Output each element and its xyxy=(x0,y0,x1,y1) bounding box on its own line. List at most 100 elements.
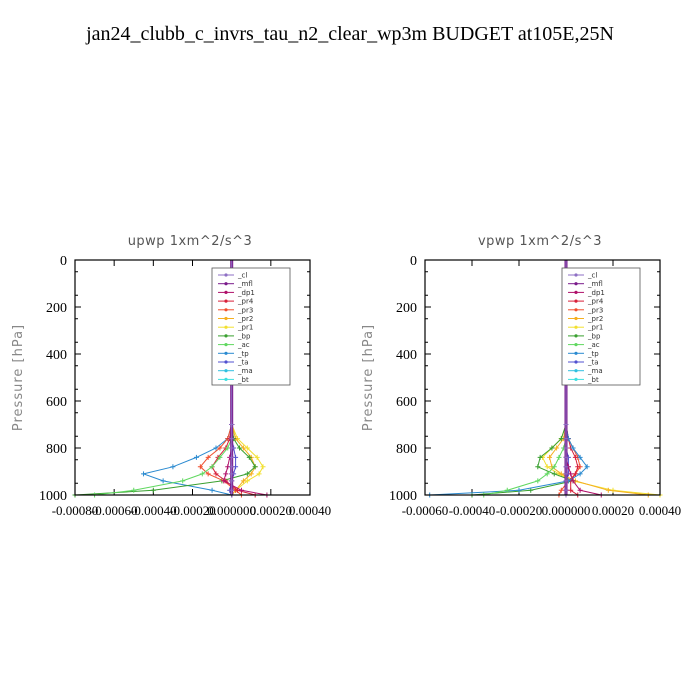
data-point xyxy=(229,464,235,470)
legend-item: _bp xyxy=(218,332,251,340)
legend-label: _mfl xyxy=(237,280,253,288)
data-point xyxy=(205,471,211,477)
panel-title: vpwp 1xm^2/s^3 xyxy=(478,234,602,249)
x-tick-label: -0.00060 xyxy=(402,503,449,518)
legend-item: _pr4 xyxy=(218,298,254,306)
data-point xyxy=(170,464,176,470)
legend-item: _pr4 xyxy=(568,298,604,306)
data-point xyxy=(244,471,250,477)
data-point xyxy=(558,487,564,493)
data-point xyxy=(193,454,199,460)
legend-marker xyxy=(224,282,228,286)
legend-item: _ac xyxy=(218,341,250,349)
legend-marker xyxy=(224,308,228,312)
legend-marker xyxy=(574,343,578,347)
data-point xyxy=(237,445,242,451)
legend: _cl_mfl_dp1_pr4_pr3_pr2_pr1_bp_ac_tp_ta_… xyxy=(561,267,641,386)
data-point xyxy=(544,464,550,470)
series-line-ac xyxy=(94,260,233,496)
legend-marker xyxy=(224,299,228,303)
legend-label: _pr2 xyxy=(237,315,253,323)
legend-marker xyxy=(224,360,228,364)
data-point xyxy=(563,478,569,484)
series-line-pr1 xyxy=(231,260,264,496)
data-point xyxy=(535,464,541,470)
data-point xyxy=(572,471,578,477)
y-axis-label: Pressure [hPa] xyxy=(361,324,376,431)
legend-label: _pr3 xyxy=(237,306,253,314)
data-point xyxy=(229,422,235,427)
legend-item: _pr3 xyxy=(218,306,253,314)
data-point xyxy=(544,471,550,477)
legend: _cl_mfl_dp1_pr4_pr3_pr2_pr1_bp_ac_tp_ta_… xyxy=(211,267,291,386)
data-point xyxy=(563,454,569,460)
legend-marker xyxy=(574,377,578,381)
legend-label: _mfl xyxy=(587,280,603,288)
data-point xyxy=(575,464,581,470)
data-point xyxy=(180,478,186,484)
legend-item: _bt xyxy=(568,376,599,384)
legend-item: _ma xyxy=(568,367,603,375)
legend-item: _mfl xyxy=(218,280,253,288)
upwp-panel: upwp 1xm^2/s^3 Pressure [hPa] 0 200 400 600 80… xyxy=(11,234,331,518)
legend-label: _pr4 xyxy=(587,298,604,306)
legend-marker xyxy=(574,351,578,355)
legend-item: _pr2 xyxy=(568,315,603,323)
data-point xyxy=(229,454,235,460)
y-tick-label: 400 xyxy=(46,348,67,363)
legend-marker xyxy=(224,325,228,329)
data-point xyxy=(563,464,569,470)
data-point xyxy=(547,454,553,460)
legend-item: _dp1 xyxy=(568,289,605,297)
legend-marker xyxy=(574,316,578,321)
data-point xyxy=(205,454,211,460)
data-point xyxy=(229,487,235,493)
data-point xyxy=(570,445,576,451)
data-point xyxy=(504,487,510,493)
plot-frame xyxy=(74,259,311,496)
legend-label: _bt xyxy=(587,376,599,384)
legend-marker xyxy=(574,360,578,364)
x-tick-label: -0.00020 xyxy=(496,503,543,518)
legend-marker xyxy=(574,290,578,294)
data-point xyxy=(551,464,557,470)
legend-label: _ac xyxy=(237,341,250,349)
x-tick-label: 0.00040 xyxy=(289,503,331,518)
data-point xyxy=(554,445,560,451)
legend-label: _cl xyxy=(587,272,597,280)
legend-marker xyxy=(224,343,228,347)
legend-label: _cl xyxy=(237,272,247,280)
legend-label: _dp1 xyxy=(237,289,255,297)
data-point xyxy=(229,436,235,442)
data-point xyxy=(584,464,590,470)
legend-item: _cl xyxy=(568,272,597,280)
x-tick-label: -0.00040 xyxy=(130,503,177,518)
data-point xyxy=(197,464,203,470)
legend-marker xyxy=(574,334,578,338)
y-tick-label: 800 xyxy=(396,442,417,457)
legend-item: _ma xyxy=(218,367,253,375)
data-point xyxy=(570,478,576,484)
data-point xyxy=(535,478,541,484)
legend-label: _ma xyxy=(237,367,253,375)
legend-label: _pr3 xyxy=(587,306,603,314)
legend-marker xyxy=(574,282,578,286)
y-tick-label: 0 xyxy=(60,254,67,269)
legend-item: _pr1 xyxy=(218,324,253,332)
data-point xyxy=(563,436,569,442)
data-point xyxy=(528,487,534,493)
data-point xyxy=(150,487,156,493)
data-point xyxy=(563,471,569,477)
legend-label: _tp xyxy=(237,350,249,358)
data-point xyxy=(199,471,205,477)
data-point xyxy=(238,487,244,493)
legend-marker xyxy=(224,316,228,321)
legend-label: _pr1 xyxy=(587,324,603,332)
y-axis-label: Pressure [hPa] xyxy=(11,324,26,431)
data-point xyxy=(558,436,564,442)
legend-item: _ac xyxy=(568,341,600,349)
data-point xyxy=(568,487,574,493)
y-tick-label: 1000 xyxy=(39,489,67,504)
data-point xyxy=(131,487,137,493)
